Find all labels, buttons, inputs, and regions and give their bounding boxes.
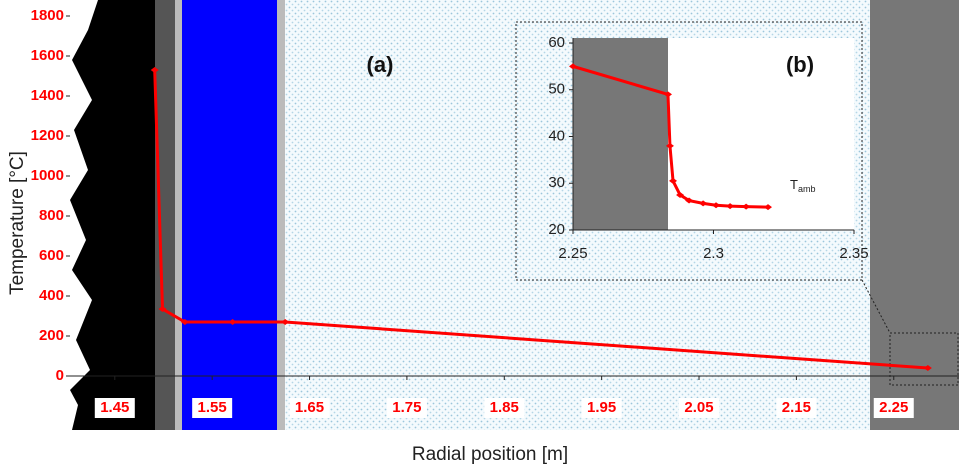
y-tick-label: 40: [548, 127, 565, 144]
data-point: [569, 63, 577, 70]
y-tick-label: 1800: [31, 7, 64, 24]
panel-label: (a): [367, 52, 394, 77]
x-tick-label-box: [776, 398, 817, 418]
data-point: [699, 200, 708, 207]
annotation: Tamb: [790, 177, 815, 194]
y-tick-label: 1200: [31, 127, 64, 144]
y-tick-label: 800: [39, 207, 64, 224]
y-tick-label: 20: [548, 221, 565, 238]
x-tick-label: 2.25: [558, 245, 587, 262]
inset-shell-region: [573, 38, 668, 230]
data-point: [676, 191, 685, 198]
data-point: [150, 67, 159, 73]
data-point: [665, 142, 674, 149]
x-tick-label: 2.35: [839, 245, 868, 262]
data-point: [180, 319, 189, 325]
regions: [70, 0, 959, 430]
annotation-subscript: amb: [798, 184, 816, 194]
x-tick-label-box: [679, 398, 720, 418]
zoom-box: [889, 332, 959, 386]
y-tick-label: 1400: [31, 87, 64, 104]
data-point: [669, 177, 678, 184]
data-point: [764, 204, 773, 211]
liner-region: [175, 0, 182, 430]
y-axis-label: Temperature [°C]: [7, 151, 28, 295]
x-tick-label: 1.95: [587, 399, 616, 416]
x-tick-label-box: [581, 398, 622, 418]
y-tick-label: 200: [39, 327, 64, 344]
y-tick-label: 50: [548, 81, 565, 98]
y-tick-label: 1000: [31, 167, 64, 184]
melt-region: [70, 0, 155, 430]
x-tick-label-box: [484, 398, 525, 418]
zoom-connector: [861, 279, 891, 334]
x-tick-label: 1.85: [490, 399, 519, 416]
y-tick-label: 30: [548, 174, 565, 191]
y-tick-label: 600: [39, 247, 64, 264]
data-point: [663, 91, 672, 98]
x-tick-label: 1.75: [392, 399, 421, 416]
data-point: [158, 306, 167, 312]
x-tick-label-box: [94, 398, 135, 418]
x-tick-label: 2.15: [782, 399, 811, 416]
shell-region: [870, 0, 959, 430]
x-tick-label: 1.45: [100, 399, 129, 416]
x-tick-label: 2.3: [703, 245, 724, 262]
x-tick-label-box: [192, 398, 233, 418]
x-tick-label: 1.65: [295, 399, 324, 416]
x-tick-label: 2.25: [879, 399, 908, 416]
x-axis-label: Radial position [m]: [412, 444, 568, 465]
x-tick-label-box: [873, 398, 914, 418]
data-point: [281, 319, 290, 325]
y-tick-label: 60: [548, 34, 565, 51]
data-point: [228, 319, 237, 325]
y-tick-label: 0: [56, 367, 64, 384]
x-tick-label: 2.05: [684, 399, 713, 416]
data-point: [712, 202, 721, 209]
annotation-text: T: [790, 177, 798, 192]
y-tick-label: 1600: [31, 47, 64, 64]
data-point: [726, 203, 735, 210]
data-point: [923, 365, 932, 371]
x-tick-label-box: [289, 398, 330, 418]
x-tick-label-box: [386, 398, 427, 418]
data-point: [742, 203, 751, 210]
x-tick-label: 1.55: [198, 399, 227, 416]
panel-label: (b): [786, 52, 814, 77]
data-point: [685, 197, 694, 204]
y-tick-label: 400: [39, 287, 64, 304]
series-line: [153, 69, 928, 370]
liner-region: [277, 0, 285, 430]
cooling-region: [182, 0, 277, 430]
wall-region: [155, 0, 175, 430]
